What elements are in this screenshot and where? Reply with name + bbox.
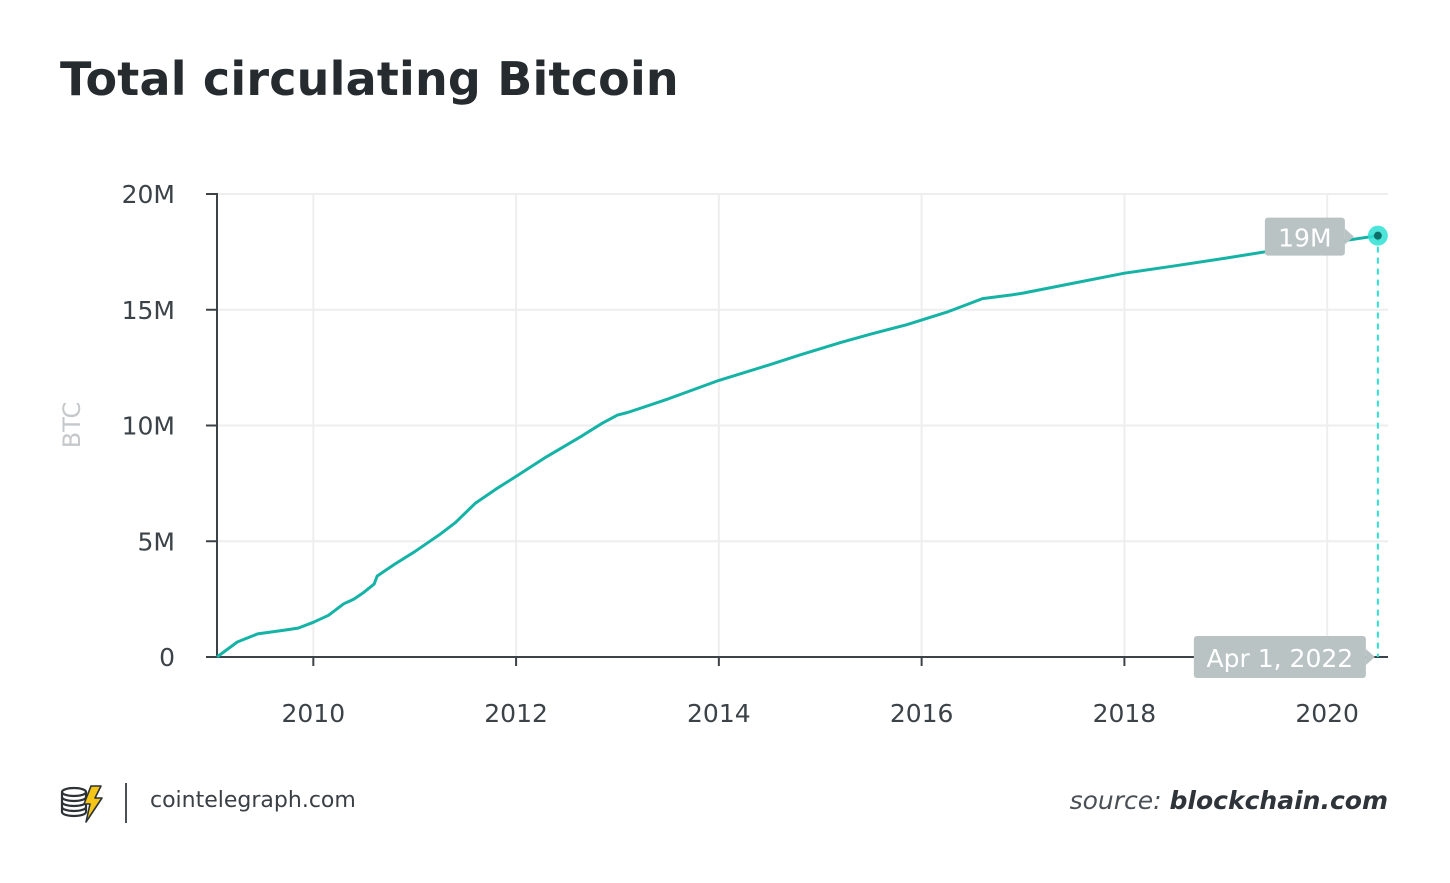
footer-site-link[interactable]: cointelegraph.com: [150, 788, 356, 813]
x-tick-label: 2010: [282, 699, 346, 728]
cointelegraph-logo-icon: [60, 785, 103, 823]
series-line: [216, 234, 1379, 659]
y-tick-label: 10M: [122, 412, 175, 441]
source-name[interactable]: blockchain.com: [1169, 786, 1388, 815]
x-tick-label: 2016: [890, 699, 954, 728]
value-tooltip-label: 19M: [1278, 224, 1331, 253]
highlight-marker[interactable]: [1373, 231, 1382, 240]
date-tooltip-label: Apr 1, 2022: [1207, 644, 1354, 673]
y-tick-label: 15M: [122, 296, 175, 325]
y-axis-title: BTC: [58, 402, 86, 448]
date-tooltip-pointer: [1365, 649, 1375, 665]
x-tick-label: 2018: [1093, 699, 1157, 728]
y-tick-label: 5M: [138, 527, 175, 556]
x-tick-label: 2020: [1295, 699, 1359, 728]
chart-title: Total circulating Bitcoin: [60, 52, 679, 106]
date-tooltip: [1193, 636, 1366, 678]
value-tooltip: [1264, 217, 1345, 256]
source-label: source:: [1069, 786, 1162, 815]
y-tick-label: 20M: [122, 180, 175, 209]
x-tick-label: 2014: [687, 699, 751, 728]
value-tooltip-pointer: [1344, 228, 1354, 245]
x-tick-label: 2012: [484, 699, 548, 728]
footer-divider: [125, 783, 127, 823]
y-tick-label: 0: [159, 643, 175, 672]
footer-source: source: blockchain.com: [1070, 786, 1388, 815]
